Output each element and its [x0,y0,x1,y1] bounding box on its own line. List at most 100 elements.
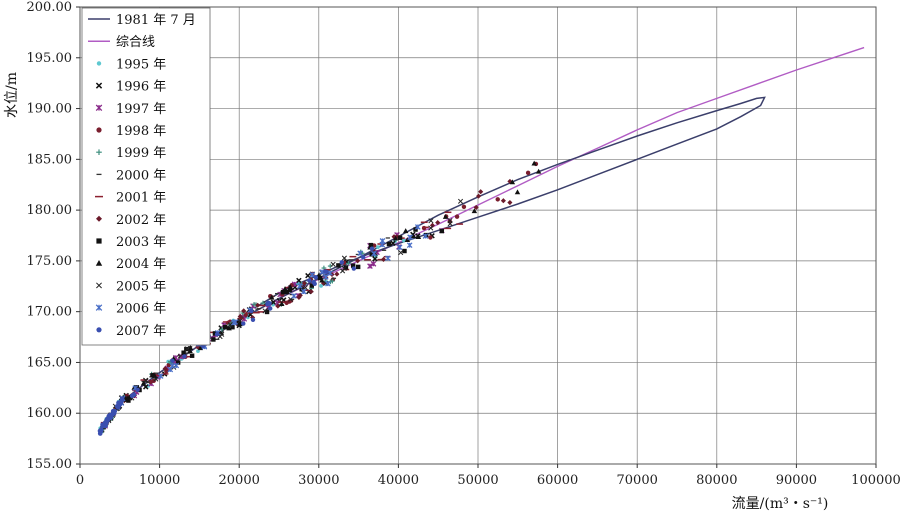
legend-swatch-1998 [96,127,102,133]
point-2002 [301,280,308,286]
point-1998 [428,235,433,240]
point-2005 [398,250,404,256]
point-2003 [230,324,235,330]
point-1998 [243,312,249,318]
point-2003 [413,227,418,232]
point-2006 [300,288,307,295]
point-2006 [297,283,303,289]
legend-label-2000: 2000 年 [116,168,166,183]
point-2003 [284,289,289,295]
point-2002 [355,258,361,264]
x-tick-label: 90000 [776,473,817,488]
point-2004 [402,228,409,234]
point-1996 [296,277,302,284]
point-2004 [237,321,243,327]
point-2005 [457,198,464,204]
point-1998 [495,197,500,202]
point-1995 [375,245,380,249]
point-2003 [175,360,181,365]
point-2005 [219,331,225,337]
legend-swatch-1995 [96,61,102,66]
point-2007 [97,431,103,436]
x-tick-label: 50000 [457,473,498,488]
point-2003 [212,331,218,336]
x-tick-label: 10000 [139,473,180,488]
point-1997 [367,263,373,269]
legend-swatch-2005 [96,282,102,289]
point-2005 [428,218,434,224]
point-1998 [454,214,460,219]
y-tick-label: 180.00 [27,203,73,218]
point-1995 [319,284,323,288]
point-2002 [255,302,261,308]
x-tick-label: 40000 [378,473,419,488]
legend-swatch-2002 [96,215,102,222]
legend-label-2005: 2005 年 [116,279,166,294]
point-2007 [361,255,366,260]
point-2007 [268,306,273,311]
legend-label-loop_1981: 1981 年 7 月 [116,13,196,28]
y-axis-label: 水位/m [4,72,20,118]
point-2003 [369,252,374,257]
point-2002 [334,271,340,277]
point-1998 [148,379,153,385]
point-2007 [307,278,312,283]
point-2006 [232,319,239,325]
point-1996 [390,240,396,246]
point-2007 [267,301,272,306]
y-tick-label: 165.00 [27,355,73,370]
point-2007 [182,354,187,359]
point-2004 [471,208,478,214]
point-2007 [241,321,246,326]
point-1996 [305,272,311,279]
y-tick-label: 155.00 [27,457,73,472]
point-2005 [184,346,190,352]
point-2006 [173,362,180,369]
x-tick-label: 20000 [219,473,260,488]
legend-label-2007: 2007 年 [116,324,166,339]
point-2002 [476,193,482,199]
point-2002 [308,288,314,295]
legend-swatch-2004 [95,260,103,266]
point-2002 [435,220,441,226]
point-2004 [442,213,449,219]
point-2007 [105,416,110,422]
legend-label-2003: 2003 年 [116,235,166,250]
point-2003 [126,398,131,403]
point-2005 [262,308,268,314]
point-2005 [341,265,347,272]
point-2003 [317,275,323,281]
point-1995 [402,238,406,243]
x-axis-label: 流量/(m³・s⁻¹) [732,496,829,512]
legend-label-2006: 2006 年 [116,302,166,317]
point-2007 [119,396,125,402]
point-2004 [316,272,322,278]
point-2005 [340,268,346,274]
y-tick-label: 195.00 [27,51,73,66]
point-2004 [287,284,293,290]
point-2005 [341,255,347,261]
y-tick-label: 190.00 [27,102,73,117]
point-2007 [129,393,135,399]
point-2006 [407,234,413,241]
point-2006 [422,233,429,239]
legend-label-2002: 2002 年 [116,213,166,228]
point-2004 [514,189,521,195]
legend-box [81,7,211,346]
point-2004 [223,324,230,330]
point-2002 [241,308,247,314]
point-2005 [302,285,308,291]
legend-label-1998: 1998 年 [116,124,166,139]
legend-label-1996: 1996 年 [116,80,166,95]
point-2003 [402,248,407,254]
point-2003 [309,283,314,288]
point-2003 [350,263,356,268]
point-2002 [473,204,479,210]
x-tick-label: 70000 [617,473,658,488]
point-2006 [414,224,421,230]
point-1998 [421,225,427,231]
point-2006 [322,274,329,280]
point-2002 [500,198,506,204]
point-2004 [415,234,422,239]
